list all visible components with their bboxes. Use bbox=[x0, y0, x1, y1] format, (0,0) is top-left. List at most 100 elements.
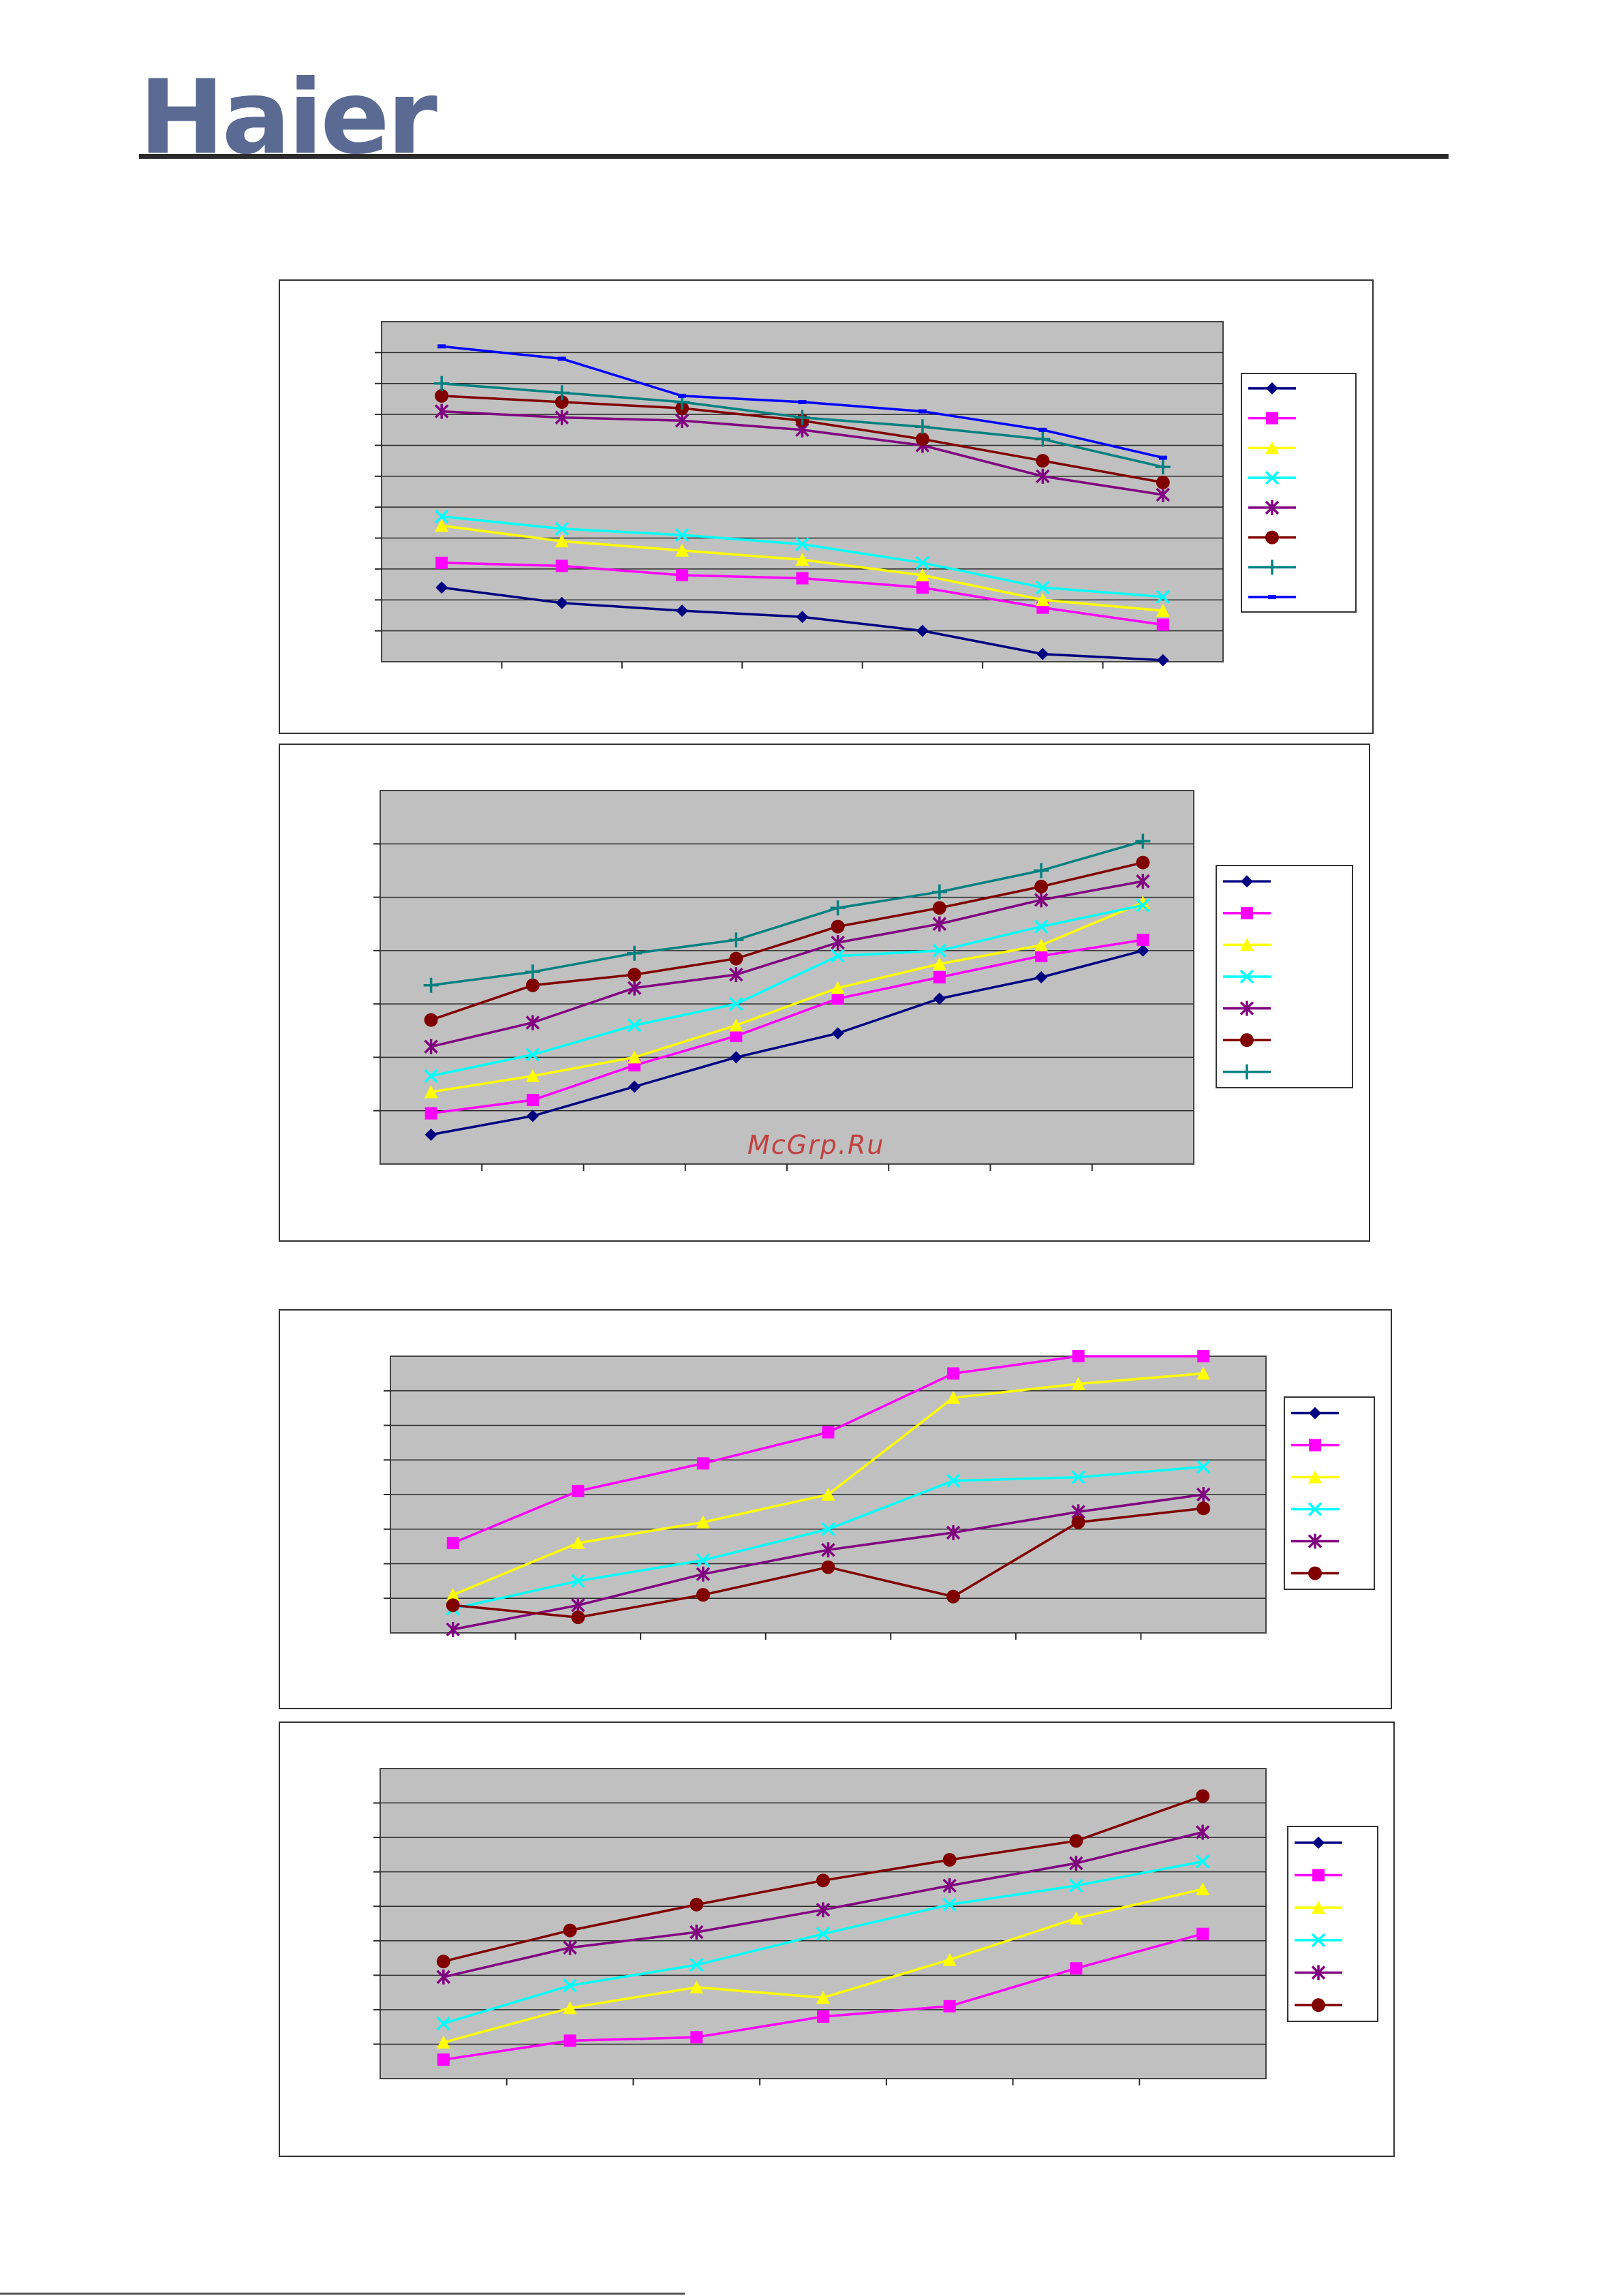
legend-item bbox=[1295, 1933, 1342, 1948]
marker-x-b bbox=[627, 1018, 642, 1032]
legend-marker bbox=[1239, 1064, 1254, 1080]
marker-diamond bbox=[796, 611, 809, 624]
data-point bbox=[1069, 1856, 1083, 1871]
marker-square bbox=[1156, 618, 1169, 631]
legend-marker bbox=[1240, 1033, 1254, 1047]
marker-x-b bbox=[1071, 1470, 1085, 1484]
data-point bbox=[555, 410, 569, 425]
series-line bbox=[431, 938, 1143, 1115]
data-point bbox=[728, 932, 744, 948]
data-point bbox=[1071, 1377, 1085, 1390]
data-point bbox=[729, 967, 743, 983]
series-line bbox=[431, 840, 1143, 987]
marker-diamond bbox=[526, 1109, 539, 1122]
data-point bbox=[942, 1897, 957, 1912]
data-point bbox=[932, 943, 947, 958]
data-point bbox=[435, 388, 449, 403]
marker-circle bbox=[1196, 1501, 1211, 1516]
data-point bbox=[675, 413, 690, 429]
data-point bbox=[1136, 855, 1150, 870]
plot-area bbox=[380, 1768, 1267, 2079]
marker-square bbox=[730, 1030, 743, 1043]
series-3 bbox=[435, 519, 1170, 617]
chart-1 bbox=[279, 279, 1374, 734]
legend-marker bbox=[1265, 530, 1279, 545]
data-point bbox=[914, 419, 930, 435]
data-point bbox=[1072, 1350, 1085, 1362]
data-point bbox=[690, 1925, 704, 1940]
data-point bbox=[1036, 468, 1050, 484]
marker-x-b bbox=[1265, 470, 1280, 485]
legend-item bbox=[1291, 1439, 1339, 1452]
data-point bbox=[1136, 898, 1150, 913]
data-point bbox=[437, 344, 446, 349]
marker-triangle bbox=[1196, 1366, 1211, 1380]
legend-item bbox=[1248, 382, 1296, 395]
data-point bbox=[946, 1589, 961, 1604]
data-point bbox=[915, 568, 929, 581]
marker-triangle bbox=[555, 534, 569, 548]
series-4 bbox=[424, 898, 1150, 1084]
marker-circle bbox=[915, 432, 929, 446]
series-1 bbox=[424, 944, 1149, 1141]
data-point bbox=[424, 1069, 438, 1084]
marker-triangle bbox=[946, 1390, 961, 1404]
marker-circle bbox=[1308, 1566, 1322, 1580]
legend-marker bbox=[1309, 1407, 1321, 1420]
marker-x-b bbox=[1136, 898, 1150, 913]
legend bbox=[1216, 865, 1353, 1088]
data-point bbox=[1196, 1789, 1210, 1803]
legend-item bbox=[1248, 560, 1296, 575]
marker-square bbox=[437, 2053, 450, 2066]
legend-item bbox=[1295, 1901, 1342, 1914]
legend-item bbox=[1295, 1998, 1342, 2012]
data-point bbox=[424, 1107, 437, 1120]
data-point bbox=[563, 1940, 577, 1955]
data-point bbox=[1136, 874, 1150, 889]
marker-x-b bbox=[563, 1978, 577, 1993]
marker-x-b bbox=[696, 1553, 711, 1567]
marker-circle bbox=[1240, 1033, 1254, 1047]
legend-item bbox=[1223, 969, 1271, 984]
data-point bbox=[946, 1390, 961, 1404]
marker-dash bbox=[918, 409, 927, 414]
data-point bbox=[730, 1051, 743, 1064]
data-point bbox=[424, 1085, 438, 1099]
marker-triangle bbox=[1265, 441, 1279, 455]
legend-item bbox=[1223, 875, 1271, 888]
marker-square bbox=[947, 1367, 960, 1380]
data-point bbox=[571, 1610, 585, 1625]
data-point bbox=[1069, 1878, 1083, 1893]
marker-x-b bbox=[1239, 969, 1254, 984]
data-point bbox=[446, 1588, 460, 1602]
data-point bbox=[831, 1027, 844, 1040]
marker-diamond bbox=[1035, 971, 1048, 983]
series-4 bbox=[446, 1460, 1211, 1616]
legend-item bbox=[1223, 1064, 1271, 1080]
data-point bbox=[627, 945, 643, 961]
legend bbox=[1284, 1396, 1375, 1590]
data-point bbox=[571, 1597, 585, 1613]
data-point bbox=[1036, 593, 1050, 607]
marker-triangle bbox=[436, 2035, 450, 2049]
data-point bbox=[678, 393, 687, 398]
marker-circle bbox=[628, 968, 642, 982]
data-point bbox=[1156, 590, 1171, 604]
marker-x-b bbox=[690, 1957, 704, 1972]
data-point bbox=[831, 949, 845, 963]
legend-marker bbox=[1311, 1965, 1326, 1980]
legend-item bbox=[1295, 1965, 1342, 1980]
data-point bbox=[525, 978, 540, 992]
series-line bbox=[431, 880, 1143, 1048]
marker-square bbox=[1137, 934, 1149, 947]
marker-triangle bbox=[831, 981, 845, 994]
marker-circle bbox=[1071, 1515, 1085, 1529]
data-point bbox=[690, 1957, 704, 1972]
data-point bbox=[798, 399, 807, 404]
data-point bbox=[696, 1566, 711, 1582]
marker-diamond bbox=[555, 596, 568, 609]
legend-item bbox=[1291, 1502, 1339, 1516]
series-2 bbox=[437, 1927, 1209, 2066]
data-point bbox=[830, 900, 846, 916]
legend-marker bbox=[1239, 969, 1254, 984]
